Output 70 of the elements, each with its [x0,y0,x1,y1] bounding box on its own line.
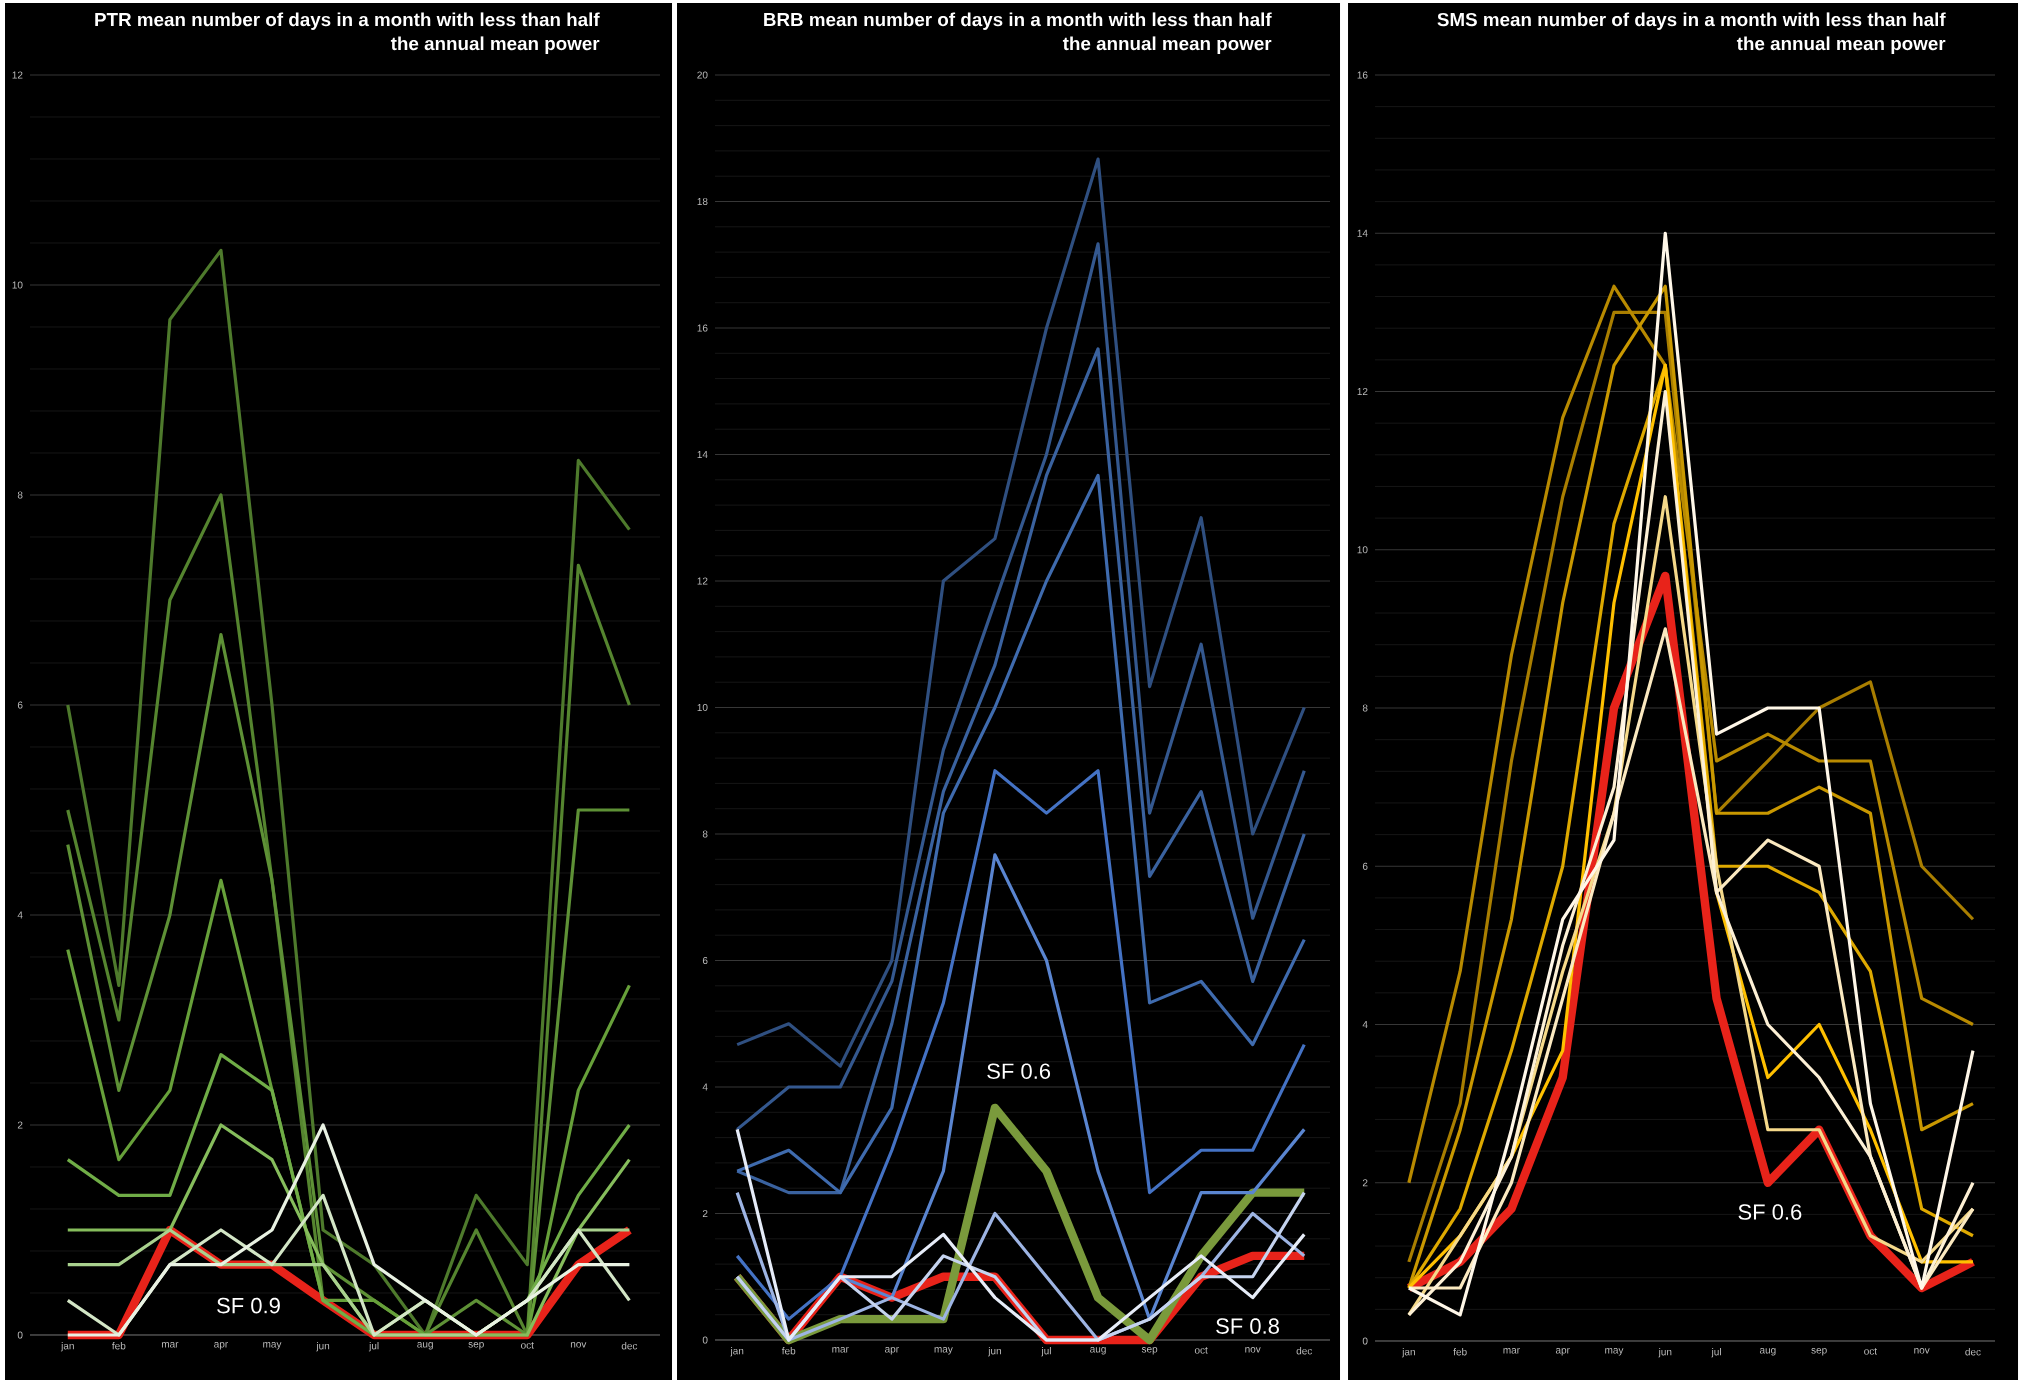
x-tick-label: oct [521,1342,534,1349]
x-tick-label: sep [1141,1347,1158,1355]
x-tick-label: nov [1245,1347,1261,1353]
x-tick-label: nov [570,1342,587,1348]
x-tick-label: jul [1041,1347,1051,1357]
x-tick-label: may [934,1347,953,1355]
x-tick-label: aug [1090,1347,1106,1355]
annotation: SF 0.8 [1216,1318,1279,1334]
x-tick-label: may [263,1342,282,1350]
y-tick-label: 2 [702,1210,708,1217]
x-tick-label: jun [316,1342,330,1352]
y-tick-label: 18 [697,197,708,206]
x-tick-label: feb [781,1347,796,1355]
x-tick-label: dec [621,1342,638,1350]
y-tick-label: 10 [12,281,23,289]
y-tick-label: 0 [1362,1337,1368,1345]
x-tick-label: aug [1759,1348,1776,1356]
y-tick-label: 8 [1362,704,1368,712]
x-tick-label: feb [112,1342,126,1350]
x-tick-label: apr [885,1347,899,1355]
x-tick-label: may [1605,1348,1624,1356]
y-tick-label: 4 [1362,1021,1368,1028]
y-tick-label: 2 [17,1121,23,1129]
y-tick-label: 8 [702,830,708,838]
y-tick-label: 4 [17,911,23,919]
y-tick-label: 20 [697,71,708,79]
y-tick-label: 6 [17,701,23,709]
x-tick-label: mar [832,1347,849,1353]
y-tick-label: 16 [697,324,708,332]
x-tick-label: aug [417,1342,433,1350]
y-tick-label: 6 [1362,862,1368,870]
y-tick-label: 4 [702,1083,708,1091]
y-tick-label: 0 [17,1331,23,1339]
y-tick-label: 14 [697,451,708,458]
x-tick-label: mar [161,1342,179,1348]
x-tick-label: apr [1555,1348,1570,1356]
x-tick-label: dec [1296,1347,1313,1355]
x-tick-label: jun [988,1347,1001,1357]
y-tick-label: 0 [702,1336,708,1344]
x-tick-label: oct [1194,1347,1208,1354]
y-tick-label: 14 [1357,229,1368,237]
x-tick-label: jan [60,1342,74,1352]
x-tick-label: jan [1401,1348,1415,1358]
x-tick-label: dec [1965,1348,1981,1356]
x-tick-label: jun [1658,1348,1672,1358]
y-tick-label: 8 [17,491,23,499]
x-tick-label: nov [1914,1348,1930,1354]
x-tick-label: jan [730,1347,744,1357]
y-tick-label: 6 [702,956,708,965]
x-tick-label: jul [368,1342,379,1352]
x-tick-label: apr [214,1342,229,1350]
chart-title: BRB mean number of days in a month with less than half the annual mean power [764,12,1272,54]
annotation: SF 0.6 [1738,1204,1802,1220]
chart-title: SMS mean number of days in a month with less than half the annual mean power [1437,12,1946,54]
y-tick-label: 10 [1357,546,1368,554]
x-tick-label: jul [1711,1348,1721,1358]
x-tick-label: sep [1811,1348,1827,1356]
y-tick-label: 16 [1357,71,1368,79]
y-tick-label: 2 [1362,1179,1368,1187]
x-tick-label: oct [1864,1348,1877,1355]
y-tick-label: 12 [12,71,23,79]
y-tick-label: 12 [697,577,708,585]
chart-title: PTR mean number of days in a month with less than half the annual mean power [95,12,600,54]
y-tick-label: 12 [1357,387,1368,395]
y-tick-label: 10 [697,703,708,712]
annotation: SF 0.6 [987,1063,1051,1079]
annotation: SF 0.9 [217,1297,280,1314]
x-tick-label: mar [1503,1348,1520,1354]
x-tick-label: feb [1453,1348,1467,1356]
x-tick-label: sep [468,1342,484,1350]
